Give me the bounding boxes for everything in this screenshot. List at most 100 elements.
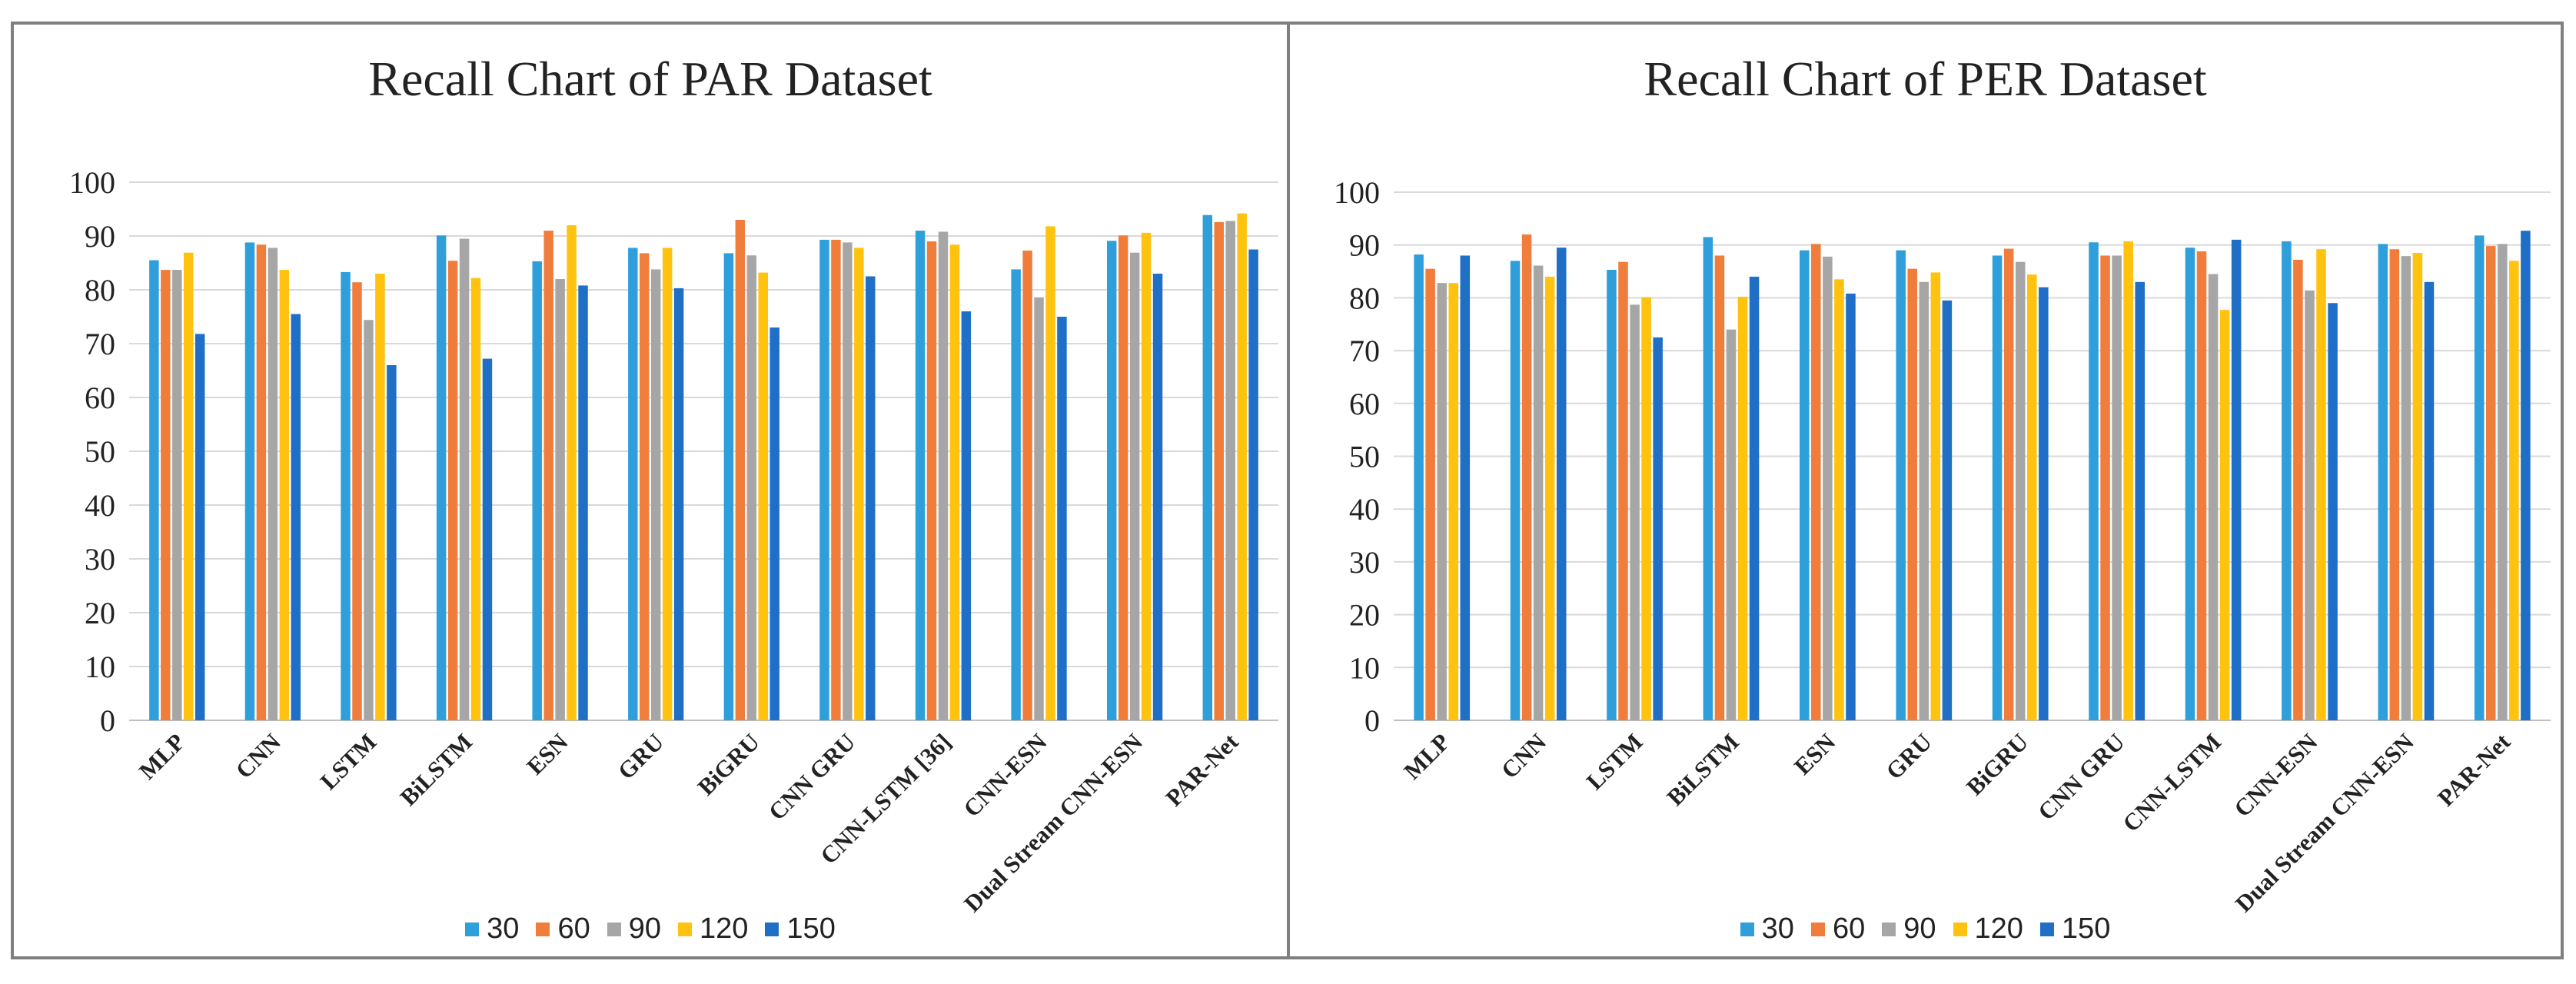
bar-120-esn	[1834, 279, 1844, 721]
bar-30-cnn-esn	[2282, 241, 2292, 720]
bar-150-cnn-lstm	[2231, 239, 2242, 721]
legend-label: 90	[1903, 913, 1936, 945]
bar-chart-per: 0 10 20 30 40 50 60 70 80 90 100 MLP CNN LSTM BiLSTM ES…	[1334, 175, 2551, 917]
bar-120-cnn-esn	[2316, 249, 2326, 720]
legend-label: 120	[700, 913, 749, 945]
legend-item-90: 90	[1882, 913, 1936, 946]
y-tick-label: 10	[85, 650, 115, 684]
bar-60-bilstm	[1714, 255, 1725, 720]
bar-30-bilstm	[1703, 237, 1713, 720]
bar-60-dual-stream-cnn-esn	[2389, 249, 2400, 720]
bar-60-lstm	[352, 282, 362, 720]
bar-150-bigru	[2039, 287, 2049, 720]
y-tick-label: 0	[1364, 703, 1380, 738]
x-tick-label: BiLSTM	[394, 728, 477, 811]
bar-150-cnn-esn	[2328, 303, 2338, 720]
bar-60-cnn	[1521, 234, 1532, 721]
x-tick-label: Dual Stream CNN-ESN	[959, 728, 1148, 917]
bar-30-dual-stream-cnn-esn	[1106, 241, 1117, 720]
x-tick-label: CNN	[231, 728, 286, 783]
bar-120-bilstm	[470, 278, 481, 721]
legend-swatch	[1810, 922, 1825, 936]
bar-60-mlp	[161, 270, 171, 721]
bar-90-lstm	[364, 320, 374, 720]
y-tick-label: 70	[85, 327, 115, 361]
y-tick-label: 60	[85, 381, 115, 415]
y-tick-label: 90	[85, 219, 115, 254]
bar-30-cnn-esn	[1011, 269, 1021, 720]
x-tick-label: CNN GRU	[763, 728, 860, 825]
bar-60-mlp	[1425, 268, 1435, 720]
y-tick-label: 30	[1349, 545, 1380, 580]
bar-90-cnn-esn	[2305, 290, 2315, 721]
bar-150-cnn-lstm-36-	[961, 311, 972, 720]
bar-150-par-net	[2521, 231, 2531, 720]
x-tick-label: PAR-Net	[1160, 728, 1244, 812]
x-tick-label: CNN	[1496, 728, 1551, 783]
bar-90-gru	[1919, 281, 1930, 720]
figure-frame: Recall Chart of PAR Dataset 0 10 20 30 40 50 6…	[11, 22, 2564, 959]
bar-60-par-net	[2485, 246, 2496, 721]
bar-30-lstm	[1607, 269, 1617, 720]
bar-30-cnn-lstm	[2185, 248, 2195, 720]
legend-item-120: 120	[1953, 913, 2023, 946]
legend-swatch	[607, 922, 621, 936]
bar-60-bigru	[735, 220, 746, 720]
chart-panel-par: Recall Chart of PAR Dataset 0 10 20 30 40 50 6…	[14, 25, 1290, 956]
legend-item-60: 60	[536, 913, 590, 946]
y-tick-label: 90	[1349, 228, 1380, 263]
bar-90-cnn-esn	[1034, 297, 1044, 720]
bar-60-par-net	[1214, 221, 1224, 720]
bar-30-lstm	[341, 271, 351, 720]
bar-120-cnn-gru	[854, 248, 864, 720]
bar-90-dual-stream-cnn-esn	[2401, 256, 2411, 720]
y-tick-label: 60	[1349, 387, 1380, 421]
y-tick-label: 100	[69, 165, 115, 200]
legend-item-30: 30	[465, 913, 519, 946]
bar-30-cnn	[244, 242, 255, 720]
legend-item-150: 150	[2039, 913, 2110, 946]
legend-swatch	[1740, 922, 1754, 936]
legend: 30 60 90 120 150	[14, 913, 1287, 946]
bar-120-cnn-lstm	[2219, 310, 2230, 720]
bar-120-cnn	[1544, 276, 1555, 720]
bar-150-bilstm	[1749, 276, 1760, 720]
bar-90-mlp	[1437, 283, 1447, 720]
bar-60-esn	[1811, 244, 1821, 720]
bar-120-gru	[662, 248, 673, 720]
bar-120-dual-stream-cnn-esn	[1141, 232, 1152, 720]
bar-30-mlp	[1414, 254, 1424, 720]
bar-120-lstm	[375, 274, 385, 720]
bar-150-cnn-gru	[866, 276, 876, 720]
y-tick-label: 100	[1334, 175, 1380, 210]
bar-150-esn	[578, 285, 588, 720]
bar-120-par-net	[2509, 261, 2519, 720]
x-tick-label: CNN-LSTM	[2117, 728, 2226, 837]
x-tick-label: PAR-Net	[2432, 728, 2516, 812]
legend: 30 60 90 120 150	[1290, 913, 2561, 946]
y-tick-label: 80	[85, 273, 115, 308]
legend-label: 60	[1832, 913, 1866, 945]
bar-90-cnn	[1533, 265, 1544, 720]
bar-90-cnn-lstm-36-	[938, 231, 949, 720]
bar-150-gru	[1942, 300, 1953, 721]
bar-120-cnn-esn	[1045, 226, 1055, 720]
legend-swatch	[2039, 922, 2054, 936]
legend-label: 90	[628, 913, 662, 945]
x-tick-label: LSTM	[1581, 728, 1648, 795]
bar-90-bilstm	[459, 238, 470, 720]
bar-150-lstm	[387, 365, 397, 720]
bar-150-mlp	[194, 334, 205, 720]
bar-30-par-net	[2474, 235, 2485, 721]
bar-90-cnn-gru	[2112, 255, 2122, 720]
bar-60-lstm	[1618, 261, 1628, 721]
y-tick-label: 50	[1349, 440, 1380, 474]
bar-150-dual-stream-cnn-esn	[1152, 274, 1163, 720]
bar-30-esn	[1800, 250, 1810, 720]
bar-60-cnn	[256, 244, 267, 720]
chart-panel-per: Recall Chart of PER Dataset 0 10 20 30 40 50 6…	[1290, 25, 2561, 956]
bar-30-gru	[1896, 250, 1906, 720]
bar-120-cnn-gru	[2123, 241, 2133, 720]
bar-30-bigru	[1992, 255, 2003, 720]
x-tick-label: CNN-ESN	[958, 728, 1052, 822]
